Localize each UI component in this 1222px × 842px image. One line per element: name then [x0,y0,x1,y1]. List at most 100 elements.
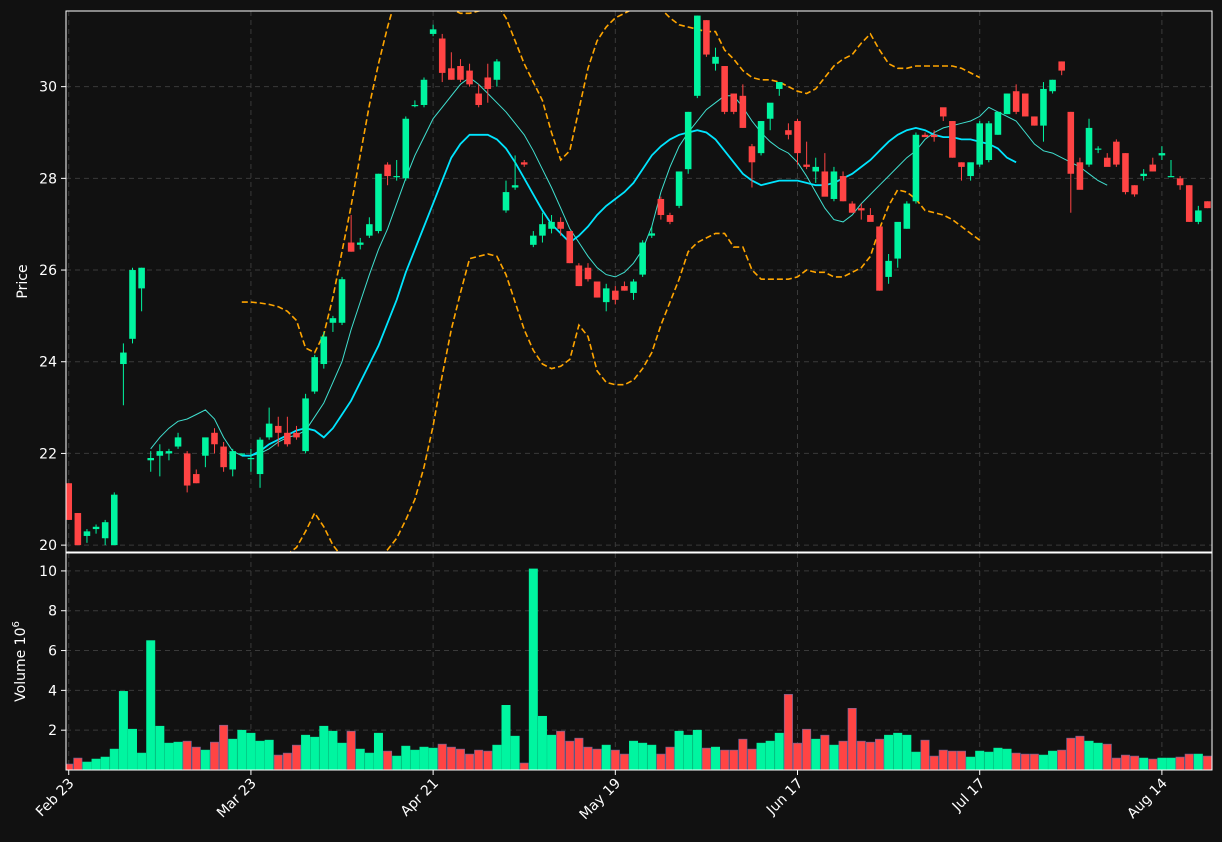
volume-bar [619,753,629,770]
volume-bar [847,707,857,770]
candle [1113,139,1120,167]
volume-bar [966,756,976,770]
volume-bar [638,742,648,770]
candle [539,212,546,243]
price-tick-label: 30 [39,80,57,96]
volume-bar [419,746,429,770]
volume-bar [665,746,675,770]
candle [238,453,246,456]
candle [284,416,291,447]
volume-bar [182,740,192,770]
candle-body [575,265,583,287]
candle [211,428,218,454]
candle [621,281,628,291]
candle-body [1204,201,1211,209]
volume-bar [492,744,502,770]
volume-bar [738,738,748,770]
ma-slow-line [241,126,1017,457]
volume-bar [73,757,83,770]
candle-body [1185,185,1193,222]
candle-body [694,15,701,96]
volume-bar [1184,753,1194,770]
candle [1021,93,1029,117]
volume-bar [1093,742,1103,770]
candle-body [539,224,546,236]
volume-panel-frame [65,552,1213,771]
volume-bar [975,750,985,770]
volume-bars [66,568,1212,770]
candle [994,111,1002,135]
candle-body [356,242,364,245]
volume-bar [984,751,994,770]
volume-tick-label: 6 [48,644,57,660]
candle-body [174,437,182,447]
candle [921,132,929,138]
candle-body [885,260,892,277]
volume-bar [920,739,930,770]
candle-body [1058,61,1065,71]
candle-body [202,437,209,456]
volume-bar [392,755,402,770]
volume-bar [829,744,839,770]
volume-bar [264,739,274,770]
candle-body [994,111,1002,135]
candle-body [438,38,446,73]
volume-bar [574,737,584,770]
candle [256,437,264,488]
candle [1085,118,1093,167]
candle-body [402,118,410,179]
candle-body [530,235,537,245]
candle [375,173,382,234]
candle-body [848,203,856,213]
volume-bar [191,746,201,770]
volume-bar [410,749,420,770]
candle [1012,84,1020,115]
candle [120,343,127,406]
volume-bar [455,748,465,770]
volume-bar [711,746,721,770]
candle [293,425,300,440]
candle [156,444,164,477]
candle [1131,185,1138,197]
candle-body [703,20,710,55]
candle-body [1021,93,1029,117]
candle [1122,153,1129,195]
candle [794,118,801,165]
volume-bar [1029,753,1039,770]
candle-body [475,93,482,105]
candle [1158,146,1166,161]
candle-body [293,432,300,438]
candle-body [830,171,838,199]
candle-body [420,79,428,105]
candle [839,171,847,202]
candle [949,121,956,158]
candle [265,407,273,440]
candle-body [457,66,464,80]
volume-bar [811,738,821,770]
candle-body [548,221,555,229]
candle [247,448,255,472]
candle [730,93,738,115]
volume-tick-label: 4 [48,683,57,699]
candle-body [794,121,801,154]
candle-body [274,425,282,433]
candle-body [712,56,719,64]
candle [174,432,182,449]
volume-bar [756,742,766,770]
candle-body [639,242,646,275]
candle [356,237,364,250]
candle-body [1131,185,1138,195]
candle [867,208,874,222]
volume-bar [947,750,957,770]
candle-body [1076,162,1084,190]
candle [1049,79,1056,94]
volume-bar [1038,754,1048,770]
candle-body [593,281,601,298]
candle-body [429,29,437,34]
candle-body [120,352,127,365]
volume-bar [729,749,739,770]
candle [985,121,993,163]
volume-bar [428,747,438,770]
volume-bar [474,749,484,770]
